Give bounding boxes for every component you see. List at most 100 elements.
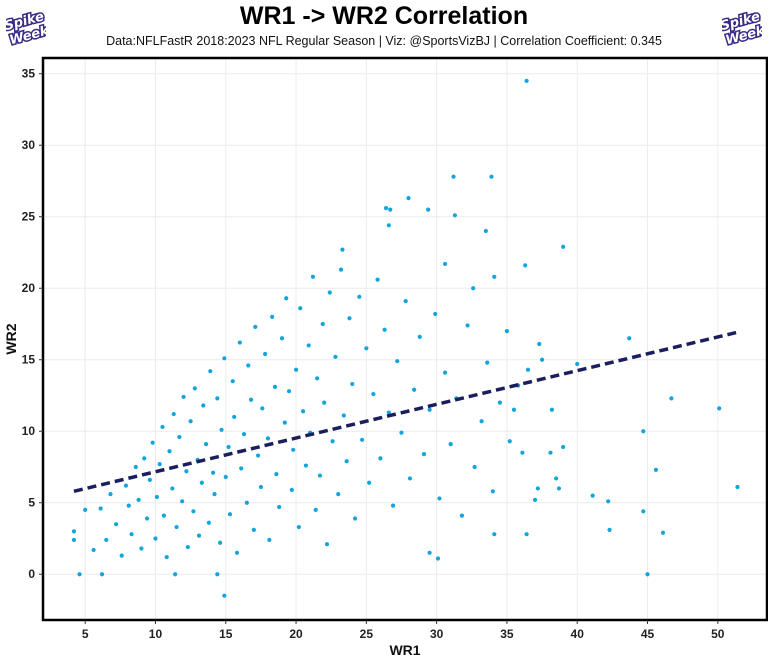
chart-subtitle: Data:NFLFastR 2018:2023 NFL Regular Seas… xyxy=(106,34,662,48)
data-point xyxy=(435,556,441,561)
data-point xyxy=(412,387,417,392)
y-tick-label: 0 xyxy=(28,567,35,581)
data-point xyxy=(142,456,147,461)
trend-line xyxy=(73,330,737,493)
x-tick-label: 20 xyxy=(289,627,303,641)
data-point xyxy=(139,546,144,551)
data-point xyxy=(561,444,566,450)
data-point xyxy=(320,321,325,327)
data-point xyxy=(185,544,190,550)
data-point xyxy=(196,533,202,538)
data-point xyxy=(192,386,197,391)
data-point xyxy=(383,206,389,211)
data-point xyxy=(364,346,369,351)
data-point xyxy=(352,516,358,521)
data-point xyxy=(201,403,206,408)
data-point xyxy=(535,486,540,491)
data-point xyxy=(459,513,465,518)
data-point xyxy=(188,419,193,424)
data-point xyxy=(108,492,113,497)
data-point xyxy=(303,463,308,468)
data-point xyxy=(191,509,196,514)
data-point xyxy=(386,410,391,415)
data-point xyxy=(367,480,372,485)
data-point xyxy=(123,483,129,488)
data-point xyxy=(554,476,559,481)
data-point xyxy=(296,524,301,530)
data-point xyxy=(173,572,178,577)
data-point xyxy=(239,466,244,471)
data-point xyxy=(433,311,438,317)
data-point xyxy=(164,554,169,560)
y-tick-label: 15 xyxy=(22,353,36,367)
data-point xyxy=(199,480,204,485)
data-point xyxy=(222,356,227,361)
data-point xyxy=(167,449,172,454)
data-point xyxy=(212,492,217,497)
data-point xyxy=(330,439,335,444)
data-point xyxy=(104,537,109,543)
data-point xyxy=(267,537,272,543)
data-point xyxy=(606,499,611,504)
chart-title: WR1 -> WR2 Correlation xyxy=(239,2,529,30)
data-point xyxy=(421,452,427,457)
data-point xyxy=(524,78,529,83)
data-point xyxy=(426,207,431,212)
data-point xyxy=(153,536,158,541)
data-point xyxy=(282,420,287,425)
data-point xyxy=(386,223,391,228)
data-point xyxy=(442,370,448,375)
data-point xyxy=(504,329,510,334)
data-point xyxy=(313,507,318,512)
data-point xyxy=(241,431,247,437)
y-axis-label: WR2 xyxy=(3,323,19,354)
data-point xyxy=(181,394,186,400)
y-tick-label: 35 xyxy=(22,67,36,81)
data-point xyxy=(274,472,279,477)
data-point xyxy=(627,336,632,341)
data-point xyxy=(232,414,237,420)
spike-week-logo-left: Spike Week xyxy=(6,8,46,48)
data-point xyxy=(150,440,155,445)
data-point xyxy=(427,407,432,412)
data-point xyxy=(279,336,285,341)
data-point xyxy=(260,406,265,411)
data-point xyxy=(465,323,470,328)
data-point xyxy=(324,542,330,547)
data-point xyxy=(246,363,251,368)
x-tick-label: 10 xyxy=(149,627,163,641)
data-point xyxy=(511,407,517,412)
x-tick-label: 5 xyxy=(82,627,89,641)
data-point xyxy=(333,354,338,359)
data-point xyxy=(350,381,355,387)
data-point xyxy=(448,442,453,447)
data-point xyxy=(357,294,362,299)
data-point xyxy=(645,572,650,577)
data-point xyxy=(607,527,612,533)
data-point xyxy=(226,444,231,450)
data-point xyxy=(341,413,346,418)
data-point xyxy=(98,506,103,511)
data-point xyxy=(263,351,268,357)
data-point xyxy=(154,494,159,500)
y-tick-label: 30 xyxy=(22,138,36,152)
data-point xyxy=(375,277,380,282)
data-point xyxy=(371,391,376,397)
data-point xyxy=(234,550,240,555)
data-point xyxy=(336,492,341,497)
x-tick-label: 35 xyxy=(500,627,514,641)
data-point xyxy=(524,532,529,537)
data-point xyxy=(300,409,306,414)
data-point xyxy=(222,593,227,598)
data-point xyxy=(147,477,152,482)
data-point xyxy=(641,509,646,514)
data-point xyxy=(83,507,88,512)
data-point xyxy=(272,384,278,390)
data-point xyxy=(525,367,531,372)
data-point xyxy=(451,174,456,179)
data-point xyxy=(406,196,411,201)
data-point xyxy=(483,228,488,234)
data-point xyxy=(255,453,261,458)
y-tick-label: 20 xyxy=(22,281,36,295)
data-point xyxy=(497,400,502,405)
